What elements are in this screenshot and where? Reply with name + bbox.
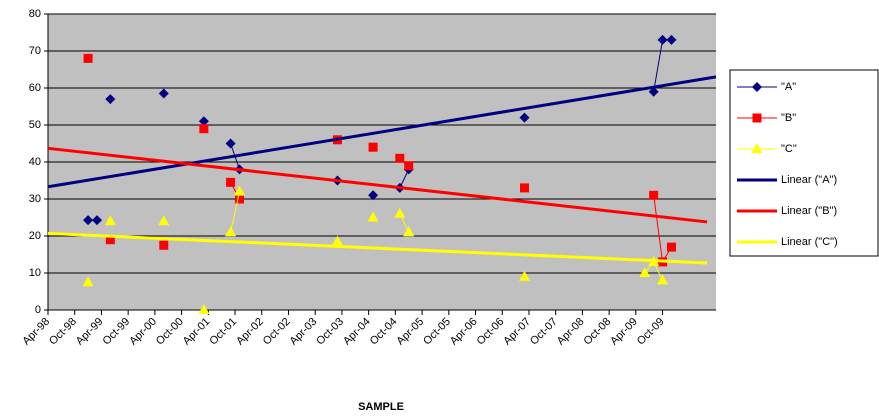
x-tick-label: Apr-09 [608, 316, 640, 348]
x-tick-label: Oct-01 [207, 316, 239, 348]
x-tick-label: Oct-06 [475, 316, 507, 348]
legend-label: "C" [781, 143, 797, 155]
x-tick-label: Apr-06 [448, 316, 480, 348]
marker [105, 94, 116, 105]
marker [403, 226, 415, 237]
marker [648, 86, 659, 97]
x-tick-label: Apr-08 [555, 316, 587, 348]
x-tick-label: Oct-00 [154, 316, 186, 348]
x-tick-label: Apr-02 [234, 316, 266, 348]
marker [105, 235, 115, 245]
legend-box [729, 69, 879, 257]
x-axis-title: SAMPLE [358, 401, 404, 413]
marker [666, 34, 677, 45]
marker [233, 185, 245, 196]
marker [198, 116, 209, 127]
x-tick-label: Apr-04 [341, 316, 373, 348]
marker [225, 138, 236, 149]
y-tick-label: 20 [29, 230, 41, 242]
x-tick-label: Oct-03 [314, 316, 346, 348]
y-tick-label: 80 [29, 8, 41, 20]
marker [404, 161, 414, 171]
legend-item: Linear ("C") [737, 236, 838, 248]
marker [657, 34, 668, 45]
marker [158, 215, 170, 226]
legend-marker [752, 113, 762, 123]
marker [199, 124, 209, 134]
x-tick-label: Apr-03 [288, 316, 320, 348]
marker [83, 215, 94, 226]
legend-label: Linear ("C") [781, 236, 838, 248]
legend-label: Linear ("B") [781, 205, 837, 217]
legend-label: "B" [781, 112, 796, 124]
x-tick-label: Oct-08 [581, 316, 613, 348]
x-tick-label: Apr-00 [127, 316, 159, 348]
legend-label: "A" [781, 81, 796, 93]
x-tick-label: Apr-07 [501, 316, 533, 348]
x-tick-label: Oct-05 [421, 316, 453, 348]
marker [649, 190, 659, 200]
legend-marker [752, 82, 762, 92]
marker [159, 240, 169, 250]
y-tick-label: 0 [35, 304, 41, 316]
x-tick-label: Oct-02 [261, 316, 293, 348]
x-tick-label: Apr-05 [394, 316, 426, 348]
y-tick-label: 70 [29, 45, 41, 57]
marker [104, 215, 116, 226]
x-tick-label: Apr-99 [74, 316, 106, 348]
marker [198, 304, 210, 314]
marker [82, 276, 94, 287]
y-tick-label: 30 [29, 193, 41, 205]
legend-label: Linear ("A") [781, 174, 837, 186]
trend-line [47, 146, 708, 224]
x-tick-label: Apr-01 [181, 316, 213, 348]
trend-line [47, 231, 708, 265]
marker [234, 194, 244, 204]
marker [331, 235, 343, 246]
marker [368, 190, 379, 201]
marker [225, 226, 237, 237]
marker [520, 183, 530, 193]
marker [519, 112, 530, 123]
legend-marker [751, 143, 763, 153]
legend-item: "C" [737, 143, 797, 155]
legend-item: Linear ("A") [737, 174, 837, 186]
y-tick-label: 60 [29, 82, 41, 94]
legend-item: "A" [737, 81, 796, 93]
marker [394, 207, 406, 218]
x-tick-label: Oct-09 [635, 316, 667, 348]
y-tick-label: 50 [29, 119, 41, 131]
marker [226, 177, 236, 187]
x-tick-label: Oct-98 [47, 316, 79, 348]
legend-item: Linear ("B") [737, 205, 837, 217]
x-tick-label: Oct-04 [368, 316, 400, 348]
trend-line [47, 75, 717, 189]
marker [657, 274, 669, 285]
marker [395, 153, 405, 163]
marker [91, 215, 102, 226]
marker [368, 142, 378, 152]
y-tick-label: 40 [29, 156, 41, 168]
marker [367, 211, 379, 222]
marker [158, 88, 169, 99]
marker [83, 53, 93, 63]
x-tick-label: Oct-99 [101, 316, 133, 348]
y-tick-label: 10 [29, 267, 41, 279]
legend-item: "B" [737, 112, 796, 124]
x-tick-label: Oct-07 [528, 316, 560, 348]
marker [519, 270, 531, 281]
marker [666, 242, 676, 252]
marker [639, 267, 651, 277]
x-tick-label: Apr-98 [20, 316, 52, 348]
